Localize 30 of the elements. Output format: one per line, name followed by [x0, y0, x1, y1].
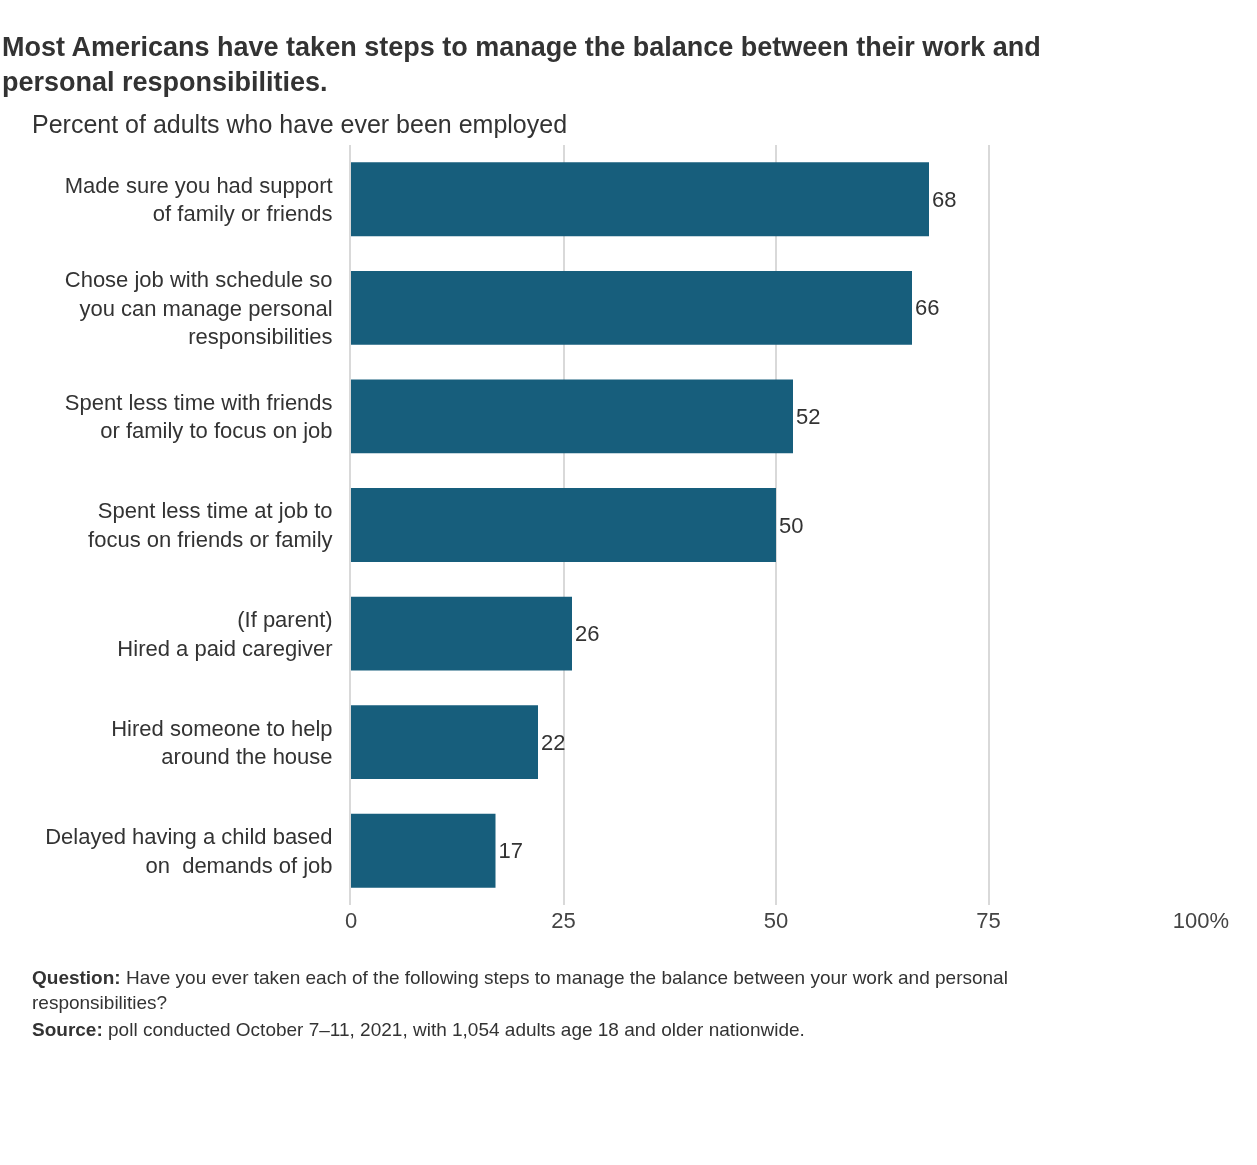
- data-label: 26: [575, 621, 600, 647]
- data-label: 22: [541, 729, 566, 755]
- y-tick-label: (If parent) Hired a paid caregiver: [117, 606, 333, 661]
- data-label: 66: [915, 295, 940, 321]
- y-tick-label: Spent less time at job to focus on friends or family: [88, 498, 333, 552]
- bar: [351, 596, 572, 671]
- y-tick-label: Chose job with schedule so you can manage personal responsibilities: [64, 266, 333, 350]
- bar: [351, 270, 912, 345]
- data-label: 50: [779, 512, 804, 538]
- bar: [351, 705, 538, 780]
- x-tick-label: 50: [763, 908, 789, 933]
- bar: [351, 813, 496, 888]
- data-label: 17: [498, 838, 523, 864]
- source-note: Source: poll conducted October 7–11, 2021, with 1,054 adults age 18 and older nationwide.: [32, 1019, 805, 1040]
- data-label: 52: [796, 403, 821, 429]
- y-tick-label: Hired someone to help around the house: [111, 715, 333, 770]
- bar: [351, 488, 776, 562]
- y-tick-label: Made sure you had support of family or friends: [64, 172, 333, 227]
- y-tick-label: Delayed having a child based on demands of job: [45, 824, 333, 878]
- x-tick-label: 25: [551, 908, 576, 933]
- chart-title: Most Americans have taken steps to manage the balance between their work and personal responsibilities.: [2, 32, 1041, 98]
- x-tick-label: 75: [976, 908, 1001, 933]
- bar: [351, 379, 793, 454]
- y-tick-label: Spent less time with friends or family to focus on job: [64, 389, 333, 444]
- data-label: 68: [932, 186, 957, 212]
- x-tick-label: 0: [344, 908, 358, 933]
- chart-subtitle: Percent of adults who have ever been employed: [32, 110, 568, 138]
- bar: [351, 162, 929, 237]
- x-tick-label: 100%: [1172, 908, 1230, 933]
- text: Question: Have you ever taken each of the following steps to manage the balance between your work and personal responsibilities?: [32, 967, 1008, 1013]
